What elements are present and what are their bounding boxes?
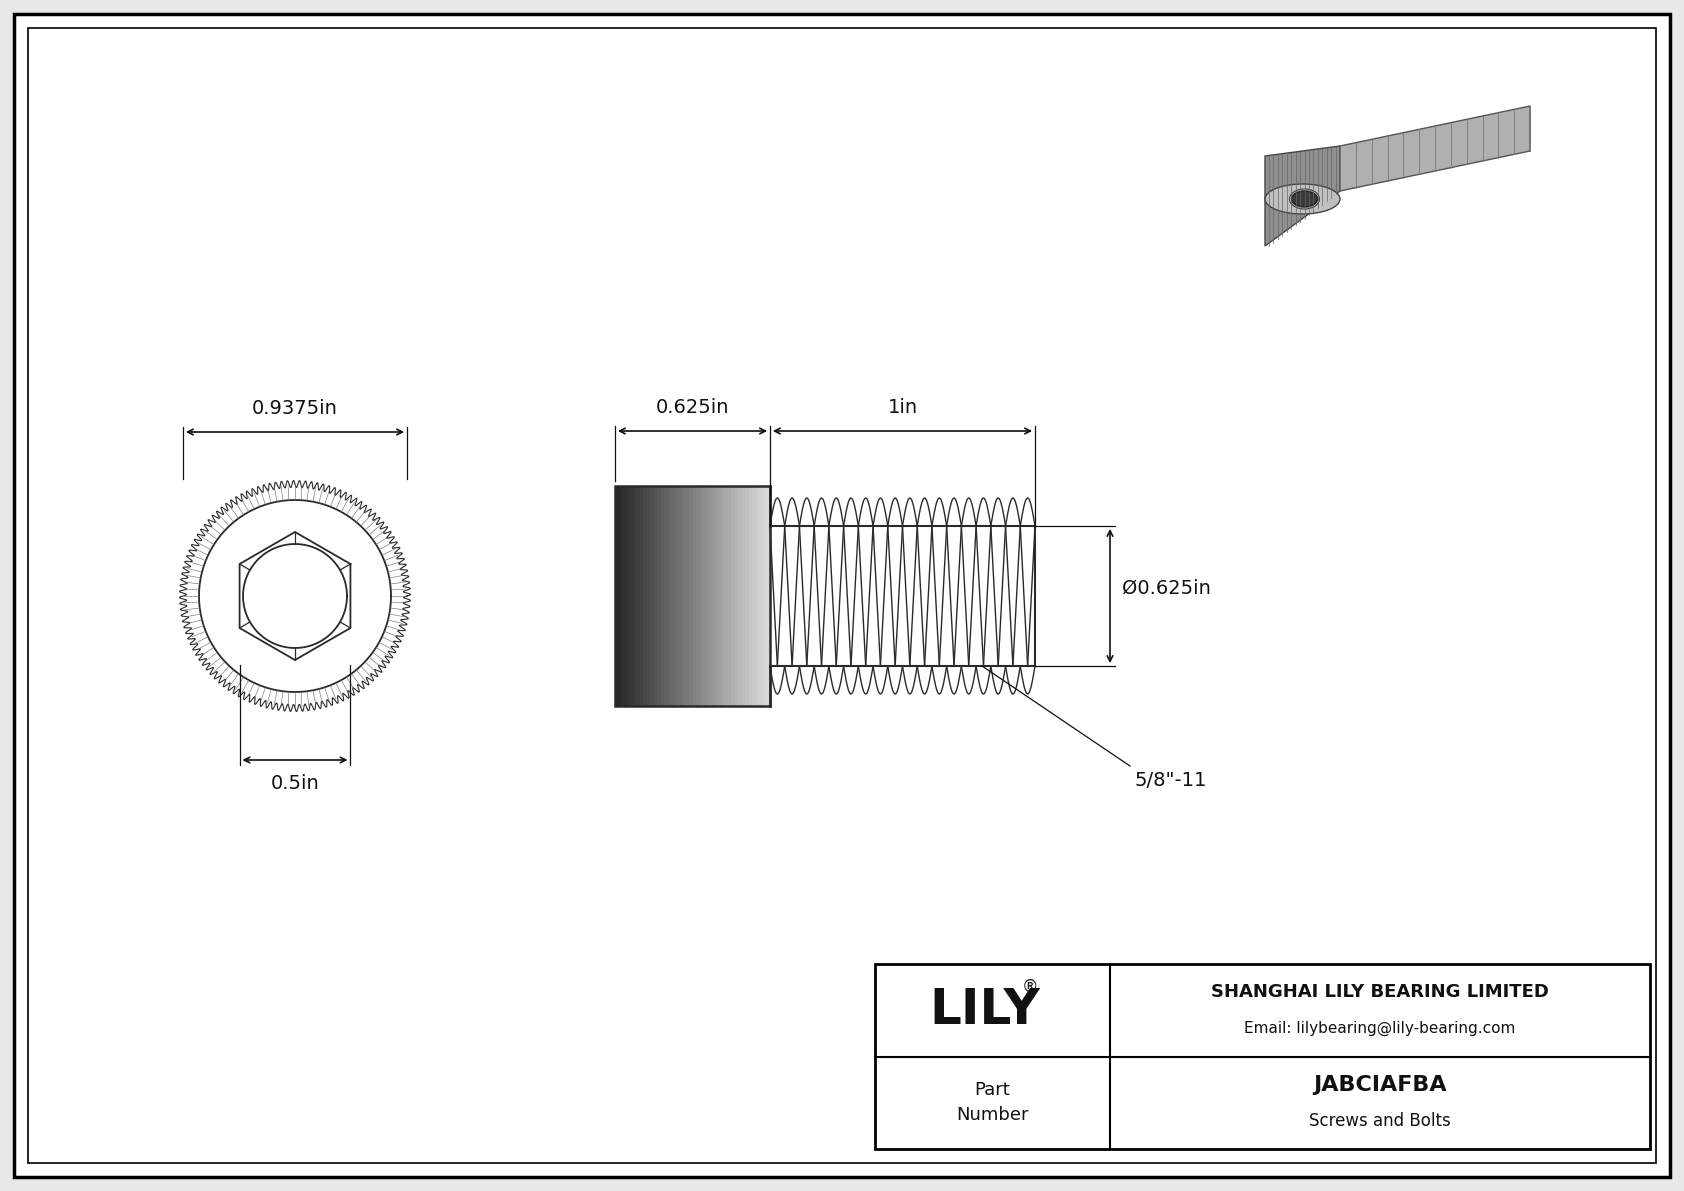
Bar [756,486,759,706]
Bar [675,486,679,706]
Bar [699,486,702,706]
Bar [731,486,734,706]
Bar [647,486,650,706]
Text: 0.9375in: 0.9375in [253,399,338,418]
Bar [766,486,770,706]
Bar [660,486,663,706]
Bar [876,964,1650,1149]
Bar [650,486,653,706]
Bar [640,486,643,706]
Bar [724,486,727,706]
Text: SHANGHAI LILY BEARING LIMITED: SHANGHAI LILY BEARING LIMITED [1211,984,1549,1002]
Bar [682,486,685,706]
Bar [630,486,633,706]
Text: JABCIAFBA: JABCIAFBA [1314,1074,1447,1095]
Bar [625,486,630,706]
Text: Ø0.625in: Ø0.625in [1122,579,1211,598]
Bar [615,486,770,706]
Text: ®: ® [1022,978,1039,996]
Bar [663,486,669,706]
Bar [749,486,753,706]
Bar [669,486,672,706]
Text: 0.5in: 0.5in [271,774,320,793]
Bar [685,486,689,706]
Bar [615,486,618,706]
Bar [717,486,721,706]
Bar [702,486,707,706]
Bar [615,486,770,706]
Ellipse shape [1292,191,1317,207]
Bar [714,486,717,706]
Bar [763,486,766,706]
Bar [643,486,647,706]
Bar [618,486,621,706]
Bar [692,486,695,706]
Bar [727,486,731,706]
Bar [637,486,640,706]
Bar [672,486,675,706]
Bar [738,486,743,706]
Text: 1in: 1in [887,398,918,417]
Bar [633,486,637,706]
Bar [711,486,714,706]
Bar [653,486,657,706]
Bar [734,486,738,706]
Polygon shape [1265,146,1340,247]
Bar [657,486,660,706]
Text: Part
Number: Part Number [957,1081,1029,1124]
Bar [621,486,625,706]
Bar [689,486,692,706]
Text: 5/8"-11: 5/8"-11 [1135,771,1207,790]
Bar [707,486,711,706]
Bar [679,486,682,706]
Text: 0.625in: 0.625in [655,398,729,417]
Text: Email: lilybearing@lily-bearing.com: Email: lilybearing@lily-bearing.com [1244,1021,1516,1036]
Bar [746,486,749,706]
Bar [721,486,724,706]
Bar [743,486,746,706]
Bar [695,486,699,706]
Ellipse shape [1265,183,1340,214]
Text: LILY: LILY [930,986,1041,1034]
Bar [759,486,763,706]
Text: Screws and Bolts: Screws and Bolts [1308,1111,1452,1130]
Bar [753,486,756,706]
Polygon shape [1340,106,1531,191]
